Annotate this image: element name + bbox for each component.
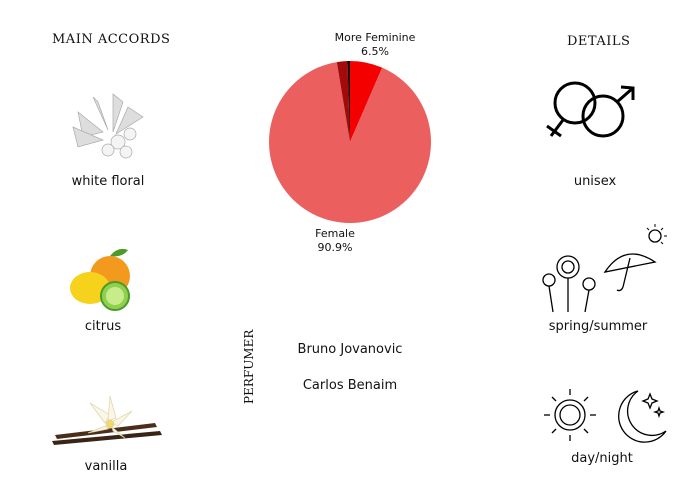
- sun-moon-icon: [544, 389, 667, 443]
- citrus-fruit-icon: [70, 248, 130, 311]
- slice-label-name: More Feminine: [334, 31, 416, 44]
- pie-slice-female: [269, 62, 431, 224]
- detail-label: spring/summer: [548, 319, 648, 334]
- slice-label-value: 90.9%: [317, 241, 353, 254]
- pie-slice-more-feminine: [350, 61, 383, 142]
- pie-slice-2: [336, 61, 350, 142]
- detail-label: unisex: [573, 174, 617, 189]
- gender-symbols-icon: [546, 81, 635, 138]
- accord-label: vanilla: [84, 459, 128, 474]
- vanilla-flower-icon: [52, 395, 162, 445]
- accord-label: citrus: [84, 319, 122, 334]
- perfumer-name[interactable]: Bruno Jovanovic: [297, 342, 403, 357]
- slice-label-value: 6.5%: [361, 45, 389, 58]
- main-accords-title: MAIN ACCORDS: [52, 32, 171, 47]
- details-title: DETAILS: [567, 34, 631, 49]
- white-flower-icon: [72, 93, 144, 159]
- perfumer-name[interactable]: Carlos Benaim: [302, 378, 398, 393]
- accord-label: white floral: [71, 174, 145, 189]
- slice-label-name: Female: [315, 227, 355, 240]
- perfumer-title: PERFUMER: [242, 329, 256, 404]
- flowers-umbrella-sun-icon: [542, 224, 667, 313]
- detail-label: day/night: [571, 451, 633, 466]
- pie-slice-3: [347, 61, 350, 142]
